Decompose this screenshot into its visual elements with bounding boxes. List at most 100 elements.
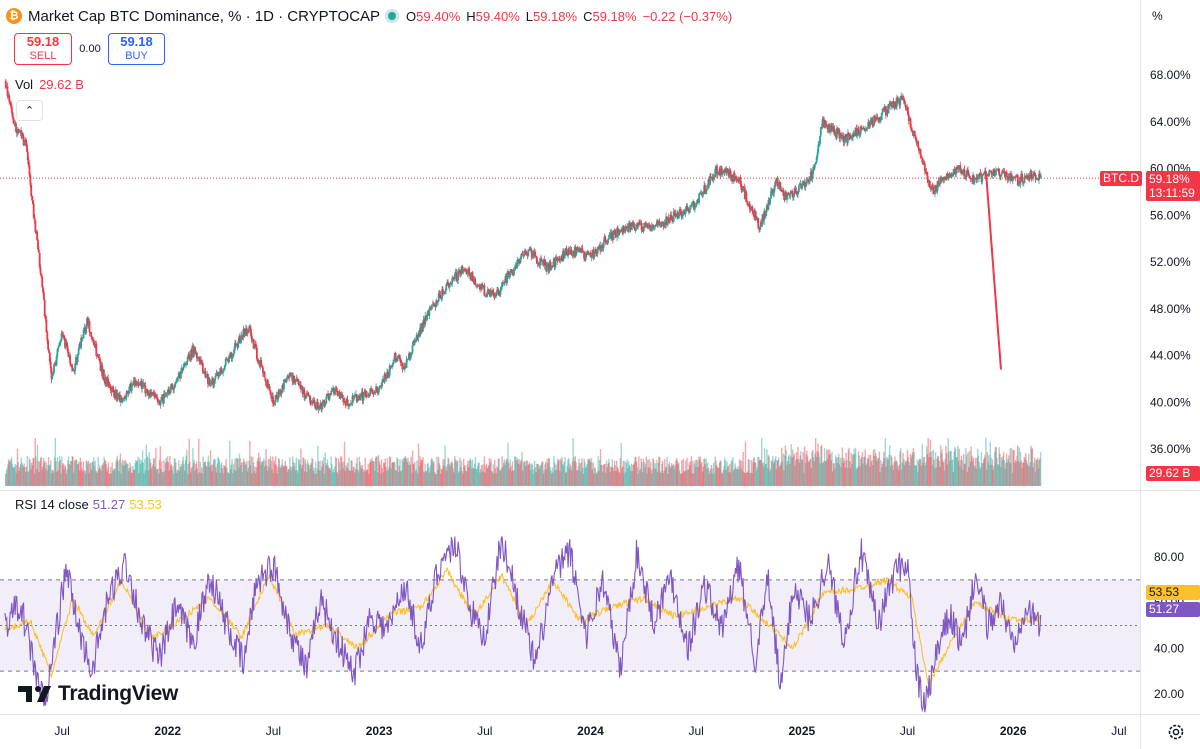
volume-bar bbox=[127, 463, 129, 486]
candle-body bbox=[229, 354, 231, 358]
candle-body bbox=[565, 248, 568, 254]
sell-button[interactable]: 59.18 SELL bbox=[14, 33, 72, 65]
volume-bar bbox=[86, 461, 88, 486]
volume-bar bbox=[10, 457, 13, 486]
volume-bar bbox=[827, 449, 829, 486]
rsi-tick-label: 40.00 bbox=[1154, 641, 1184, 655]
volume-bar bbox=[181, 460, 184, 486]
candle-body bbox=[570, 249, 573, 255]
volume-bar bbox=[671, 465, 673, 486]
volume-bar bbox=[440, 473, 442, 486]
candle-body bbox=[221, 372, 224, 374]
candle-body bbox=[667, 217, 670, 221]
volume-bar bbox=[891, 457, 893, 486]
candle-body bbox=[860, 127, 863, 130]
volume-bar bbox=[284, 461, 286, 486]
volume-bar bbox=[886, 457, 888, 486]
volume-bar bbox=[613, 460, 616, 486]
candle-body bbox=[381, 381, 383, 387]
volume-bar bbox=[510, 466, 512, 486]
volume-bar bbox=[127, 471, 130, 486]
candle-body bbox=[157, 399, 159, 403]
volume-bar bbox=[782, 453, 784, 486]
volume-bar bbox=[488, 465, 490, 486]
volume-bar bbox=[661, 460, 664, 486]
candle-body bbox=[232, 353, 235, 357]
volume-bar bbox=[292, 456, 294, 486]
volume-bar bbox=[272, 473, 275, 486]
volume-bar bbox=[582, 473, 585, 486]
volume-bar bbox=[944, 458, 946, 486]
rsi-tag: 51.27 bbox=[1146, 602, 1200, 617]
volume-bar bbox=[896, 461, 898, 486]
volume-bar bbox=[138, 458, 141, 486]
volume-legend[interactable]: Vol 29.62 B bbox=[15, 77, 84, 92]
volume-bar bbox=[663, 470, 665, 486]
buy-button[interactable]: 59.18 BUY bbox=[108, 33, 165, 65]
candle-body bbox=[350, 403, 353, 405]
volume-bar bbox=[381, 468, 383, 486]
volume-bar bbox=[1028, 466, 1031, 486]
volume-bar bbox=[67, 456, 70, 486]
candle-body bbox=[648, 224, 651, 226]
volume-bar bbox=[865, 465, 867, 486]
volume-bar bbox=[769, 471, 771, 486]
collapse-legend-button[interactable]: ⌃ bbox=[16, 100, 43, 121]
volume-bar bbox=[418, 466, 420, 486]
symbol-title[interactable]: Market Cap BTC Dominance, % · 1D · CRYPT… bbox=[28, 7, 381, 25]
candle-body bbox=[54, 362, 57, 366]
volume-bar bbox=[744, 473, 746, 486]
candle-body bbox=[252, 339, 255, 349]
candle-body bbox=[842, 136, 845, 143]
volume-bar bbox=[330, 456, 332, 486]
volume-bar bbox=[683, 470, 685, 486]
candle-body bbox=[938, 184, 941, 186]
volume-bar bbox=[707, 467, 710, 486]
volume-bar bbox=[113, 468, 116, 486]
volume-bar bbox=[641, 462, 643, 486]
volume-bar bbox=[255, 467, 258, 486]
candle-body bbox=[705, 191, 707, 194]
volume-bar bbox=[474, 456, 477, 486]
candle-body bbox=[614, 229, 617, 235]
volume-bar bbox=[715, 465, 718, 486]
volume-bar bbox=[348, 457, 350, 486]
price-axis-unit[interactable]: % bbox=[1152, 9, 1163, 23]
volume-bar bbox=[619, 473, 621, 486]
volume-bar bbox=[21, 462, 23, 486]
volume-bar bbox=[900, 469, 903, 486]
volume-bar bbox=[369, 459, 372, 486]
candle-body bbox=[843, 141, 846, 143]
candle-body bbox=[46, 332, 49, 341]
volume-bar bbox=[598, 470, 600, 486]
settings-gear-icon[interactable] bbox=[1166, 722, 1186, 742]
volume-bar bbox=[141, 461, 143, 486]
volume-bar bbox=[138, 473, 140, 486]
candle-body bbox=[134, 380, 137, 386]
volume-bar bbox=[1034, 471, 1037, 486]
volume-bar bbox=[94, 460, 96, 486]
volume-bar bbox=[890, 455, 892, 486]
volume-bar bbox=[764, 448, 766, 486]
volume-bar bbox=[540, 463, 542, 486]
candle-body bbox=[634, 227, 637, 231]
volume-bar bbox=[462, 473, 464, 486]
tradingview-logo[interactable]: TradingView bbox=[18, 682, 178, 706]
volume-bar bbox=[588, 458, 591, 486]
rsi-legend[interactable]: RSI 14 close 51.27 53.53 bbox=[15, 497, 162, 512]
candle-body bbox=[617, 231, 620, 236]
volume-bar bbox=[501, 456, 503, 486]
candle-body bbox=[36, 231, 38, 241]
volume-bar bbox=[72, 456, 74, 486]
candle-body bbox=[342, 397, 345, 402]
volume-bar bbox=[1021, 467, 1023, 486]
volume-bar bbox=[980, 452, 983, 486]
volume-bar bbox=[706, 469, 708, 486]
volume-bar bbox=[994, 447, 997, 486]
volume-bar bbox=[93, 466, 96, 486]
candle-body bbox=[817, 144, 820, 153]
volume-bar bbox=[840, 458, 843, 486]
volume-bar bbox=[477, 465, 479, 486]
volume-bar bbox=[64, 465, 66, 486]
